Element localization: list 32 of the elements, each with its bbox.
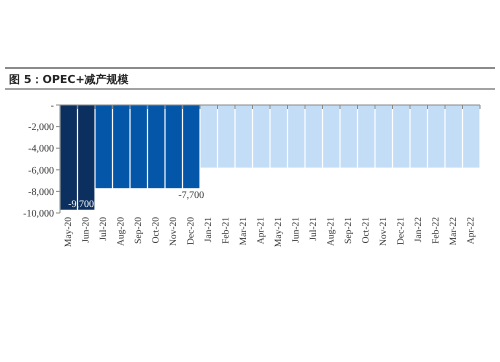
x-tick-label: Aug-20	[116, 216, 126, 246]
x-tick-label: Mar-21	[238, 216, 249, 246]
x-tick-label: May-20	[64, 216, 74, 248]
x-tick-label: Sep-21	[344, 216, 354, 244]
x-tick-label: Jun-21	[291, 216, 302, 243]
x-tick-label: Aug-21	[326, 216, 336, 246]
x-tick-label: May-21	[274, 216, 284, 248]
x-tick-label: Nov-20	[168, 216, 179, 246]
x-tick-label: Sep-20	[134, 216, 144, 244]
x-tick-label: Apr-22	[466, 216, 476, 244]
y-tick-label: -10,000	[23, 208, 54, 220]
y-tick-label: -2,000	[28, 122, 54, 134]
x-tick-label: Apr-21	[256, 216, 266, 244]
x-tick-label: Feb-22	[431, 216, 442, 244]
x-tick-label: Mar-22	[448, 216, 459, 246]
x-tick-label: Jul-21	[308, 216, 319, 241]
x-tick-label: Dec-20	[186, 216, 196, 245]
y-tick-label: -	[50, 100, 54, 112]
chart-title: 图 5：OPEC+减产规模	[9, 73, 130, 86]
x-tick-label: Dec-21	[396, 216, 406, 245]
y-tick-label: -6,000	[28, 165, 54, 176]
x-tick-label: Jan-21	[204, 216, 214, 242]
x-tick-label: Feb-21	[221, 216, 232, 244]
x-tick-label: Jan-22	[414, 216, 424, 242]
x-tick-label: Oct-21	[361, 216, 372, 244]
x-tick-label: Jun-20	[81, 216, 92, 243]
y-tick-label: -8,000	[28, 186, 54, 198]
x-tick-label: Oct-20	[151, 216, 162, 244]
y-tick-label: -4,000	[28, 144, 54, 155]
x-tick-label: Nov-21	[378, 216, 389, 246]
data-label: -7,700	[178, 190, 204, 202]
x-tick-label: Jul-20	[98, 216, 109, 241]
